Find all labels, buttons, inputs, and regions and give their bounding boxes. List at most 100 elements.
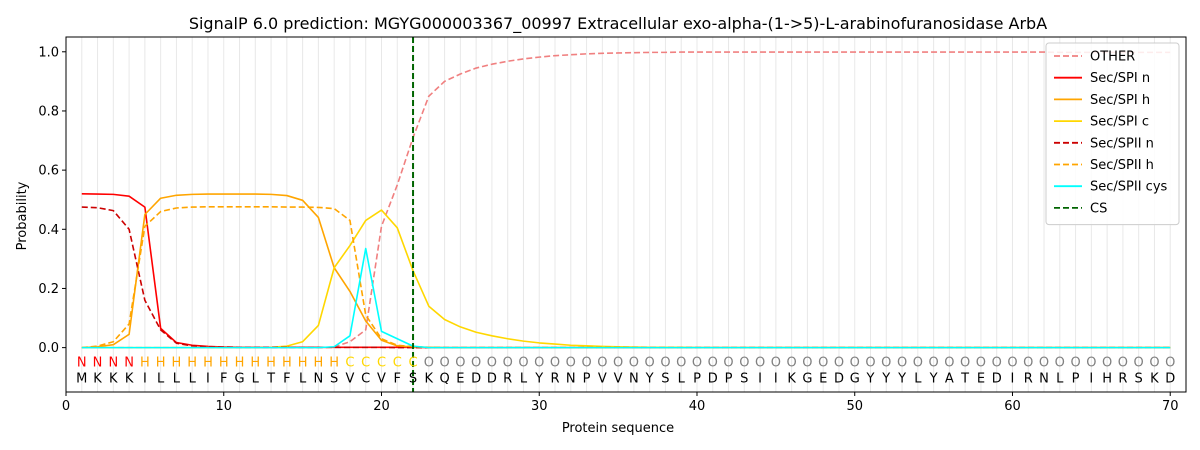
- annotation-letter: O: [1102, 356, 1112, 371]
- chart-title: SignalP 6.0 prediction: MGYG000003367_00…: [189, 14, 1047, 34]
- sequence-letter: P: [583, 372, 591, 387]
- annotation-letter: H: [266, 356, 276, 371]
- sequence-letter: R: [550, 372, 559, 387]
- legend-box: [1045, 42, 1180, 226]
- sequence-letter: I: [1011, 372, 1015, 387]
- annotation-letter: O: [645, 356, 655, 371]
- sequence-letter: V: [377, 372, 386, 387]
- annotation-letter: O: [424, 356, 434, 371]
- annotation-letter: C: [393, 356, 402, 371]
- sequence-letter: I: [143, 372, 147, 387]
- sequence-letter: K: [1150, 372, 1159, 387]
- sequence-letter: R: [1118, 372, 1127, 387]
- sequence-letter: F: [220, 372, 227, 387]
- x-axis-label: Protein sequence: [562, 421, 674, 436]
- annotation-letter: O: [471, 356, 481, 371]
- sequence-letter: R: [1024, 372, 1033, 387]
- sequence-letter: D: [1165, 372, 1175, 387]
- sequence-letter: E: [819, 372, 827, 387]
- y-tick-label: 0.8: [38, 104, 59, 119]
- annotation-letter: O: [913, 356, 923, 371]
- annotation-letter: N: [77, 356, 87, 371]
- sequence-letter: L: [914, 372, 922, 387]
- sequence-letter: K: [125, 372, 134, 387]
- annotation-letter: N: [124, 356, 134, 371]
- y-tick-label: 0.0: [38, 341, 59, 356]
- annotation-letter: O: [818, 356, 828, 371]
- sequence-letter: D: [471, 372, 481, 387]
- annotation-letter: H: [172, 356, 182, 371]
- annotation-letter: O: [771, 356, 781, 371]
- annotation-letter: O: [881, 356, 891, 371]
- sequence-letter: S: [740, 372, 748, 387]
- series-line-5: [81, 206, 1171, 349]
- annotation-letter: O: [1086, 356, 1096, 371]
- sequence-letter: V: [614, 372, 623, 387]
- annotation-letter: H: [282, 356, 292, 371]
- annotation-letter: O: [1118, 356, 1128, 371]
- sequence-letter: K: [787, 372, 796, 387]
- annotation-letter: O: [1007, 356, 1017, 371]
- sequence-letter: T: [960, 372, 969, 387]
- annotation-letter: O: [1165, 356, 1175, 371]
- sequence-letter: V: [345, 372, 354, 387]
- x-tick-label: 50: [846, 399, 863, 414]
- annotation-letter: O: [503, 356, 513, 371]
- sequence-letter: K: [109, 372, 118, 387]
- y-tick-label: 0.4: [38, 223, 59, 238]
- annotation-letter: O: [692, 356, 702, 371]
- x-tick-label: 60: [1004, 399, 1021, 414]
- series-layer: [81, 37, 1171, 392]
- annotation-letter: H: [187, 356, 197, 371]
- annotation-letter: O: [708, 356, 718, 371]
- series-line-1: [81, 192, 1171, 349]
- annotation-letter: O: [1149, 356, 1159, 371]
- annotation-letter: C: [377, 356, 386, 371]
- sequence-letter: K: [93, 372, 102, 387]
- sequence-letter: G: [802, 372, 812, 387]
- grid-layer: [81, 37, 1171, 392]
- sequence-letter: L: [1056, 372, 1064, 387]
- annotation-letter: H: [235, 356, 245, 371]
- sequence-letter: I: [758, 372, 762, 387]
- sequence-letter: D: [708, 372, 718, 387]
- sequence-letter: I: [206, 372, 210, 387]
- annotation-letter: O: [597, 356, 607, 371]
- x-tick-label: 30: [531, 399, 548, 414]
- annotation-letter: O: [992, 356, 1002, 371]
- annotation-letter: H: [298, 356, 308, 371]
- sequence-letter: G: [850, 372, 860, 387]
- sequence-letter: V: [598, 372, 607, 387]
- annotation-letter: O: [518, 356, 528, 371]
- x-tick-label: 40: [689, 399, 706, 414]
- annotation-letter: H: [203, 356, 213, 371]
- sequence-letter: D: [992, 372, 1002, 387]
- annotation-letter: O: [1055, 356, 1065, 371]
- annotation-letter: O: [566, 356, 576, 371]
- sequence-letter: G: [234, 372, 244, 387]
- annotation-letter: O: [1023, 356, 1033, 371]
- annotation-letter: O: [1134, 356, 1144, 371]
- annotation-letter: O: [1039, 356, 1049, 371]
- legend-label: OTHER: [1090, 50, 1135, 65]
- sequence-letter: D: [487, 372, 497, 387]
- annotation-letter: H: [329, 356, 339, 371]
- sequence-letter: P: [725, 372, 733, 387]
- sequence-letter: S: [330, 372, 338, 387]
- sequence-letter: N: [1039, 372, 1049, 387]
- annotation-letter: C: [361, 356, 370, 371]
- sequence-letter: L: [299, 372, 307, 387]
- sequence-letter: F: [283, 372, 290, 387]
- sequence-letter: E: [977, 372, 985, 387]
- annotation-letter: O: [487, 356, 497, 371]
- legend-label: CS: [1090, 201, 1107, 216]
- sequence-letter: H: [1102, 372, 1112, 387]
- annotation-letter: O: [723, 356, 733, 371]
- sequence-letter: A: [945, 372, 954, 387]
- annotation-letter: O: [676, 356, 686, 371]
- annotation-letter: H: [219, 356, 229, 371]
- legend-label: Sec/SPII n: [1090, 136, 1154, 151]
- sequence-letter: E: [456, 372, 464, 387]
